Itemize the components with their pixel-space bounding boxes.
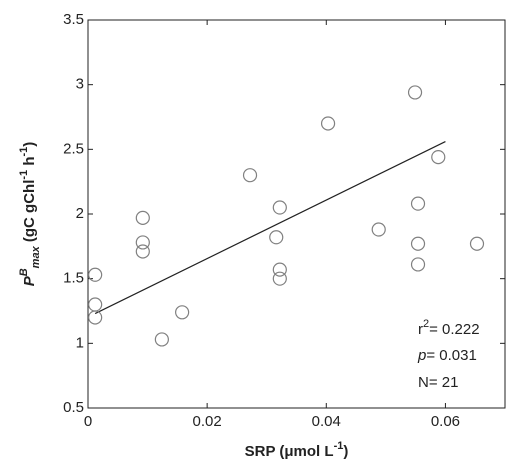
data-point — [135, 210, 150, 225]
data-point — [407, 85, 423, 100]
annotation: N= 21 — [418, 374, 458, 391]
label-part: ) — [343, 443, 348, 460]
y-tick-label: 1.5 — [63, 270, 84, 287]
x-tick-label: 0.04 — [312, 413, 341, 430]
data-point — [320, 116, 336, 131]
annotation-part: r — [418, 321, 423, 338]
label-part: max — [30, 245, 42, 268]
x-tick-label: 0 — [84, 413, 92, 430]
annotation: p= 0.031 — [417, 347, 477, 364]
x-tick-label: 0.02 — [193, 413, 222, 430]
data-point — [175, 305, 190, 320]
label-part: B — [18, 268, 30, 276]
y-tick-label: 2 — [76, 205, 84, 222]
y-tick-label: 0.5 — [63, 399, 84, 416]
annotation: r2= 0.222 — [418, 318, 480, 338]
data-point — [371, 222, 386, 237]
y-tick-label: 1 — [76, 334, 84, 351]
label-part: P — [21, 275, 38, 286]
x-tick-label: 0.06 — [431, 413, 460, 430]
y-tick-label: 3 — [76, 76, 84, 93]
data-point — [269, 230, 284, 245]
annotation-part: = 0.222 — [429, 321, 479, 338]
data-point — [272, 271, 287, 286]
label-part: h — [21, 157, 38, 170]
data-point — [410, 196, 426, 211]
data-point — [88, 297, 103, 312]
data-point — [242, 168, 258, 183]
label-part: (gC gChl — [21, 180, 38, 247]
y-axis-label: PBmax (gC gChl-1 h-1) — [18, 142, 42, 287]
data-point — [410, 236, 426, 251]
label-part: -1 — [18, 147, 30, 157]
annotation-part: = 0.031 — [426, 347, 476, 364]
y-tick-label: 3.5 — [63, 11, 84, 28]
y-tick-label: 2.5 — [63, 140, 84, 157]
data-point — [272, 200, 287, 215]
data-point — [431, 149, 446, 165]
data-point — [135, 235, 150, 250]
data-point — [135, 244, 150, 259]
x-axis-label: SRP (μmol L-1) — [245, 440, 349, 460]
data-point — [469, 236, 485, 251]
annotation-part: p — [417, 347, 426, 364]
label-part: -1 — [18, 170, 30, 180]
fit-line — [94, 141, 446, 315]
annotation-part: 2 — [423, 318, 429, 330]
data-point — [88, 310, 103, 325]
label-part: SRP (μmol L — [245, 443, 334, 460]
data-point — [88, 267, 103, 282]
label-part: -1 — [334, 440, 344, 452]
data-point — [154, 332, 169, 347]
data-point — [272, 262, 287, 277]
data-point — [410, 257, 426, 272]
label-part: ) — [21, 142, 38, 147]
